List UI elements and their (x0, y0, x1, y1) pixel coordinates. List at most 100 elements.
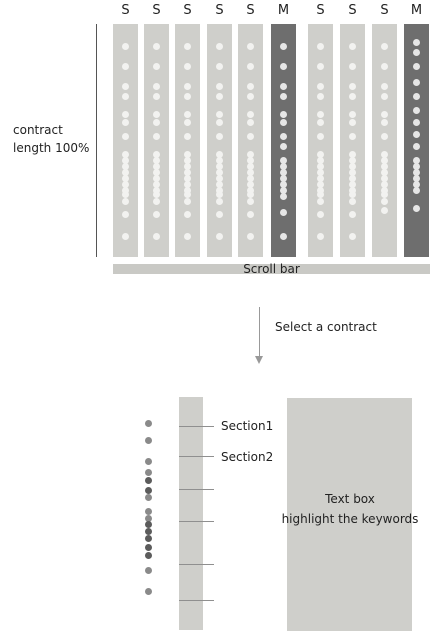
keyword-dot (280, 83, 287, 90)
contract-column[interactable] (175, 24, 200, 257)
keyword-dot (381, 111, 388, 118)
keyword-dot (381, 133, 388, 140)
keyword-dot (122, 133, 129, 140)
keyword-dot (216, 211, 223, 218)
keyword-dot (184, 43, 191, 50)
contract-column[interactable] (340, 24, 365, 257)
section-tick (179, 456, 214, 457)
keyword-dot (145, 508, 152, 515)
keyword-dot (413, 143, 420, 150)
contract-column[interactable] (238, 24, 263, 257)
column-label-s: S (207, 3, 232, 19)
contract-length-label: contract length 100% (13, 121, 93, 157)
contract-column[interactable] (308, 24, 333, 257)
keyword-dot (153, 93, 160, 100)
keyword-dot (280, 133, 287, 140)
keyword-dot (153, 111, 160, 118)
keyword-dot (317, 83, 324, 90)
keyword-dot (153, 63, 160, 70)
keyword-dot (381, 207, 388, 214)
keyword-dot (145, 469, 152, 476)
keyword-dot (349, 83, 356, 90)
section-bar[interactable] (179, 397, 203, 630)
keyword-dot (153, 211, 160, 218)
keyword-dot (216, 191, 223, 198)
section-label-1[interactable]: Section1 (221, 417, 273, 435)
keyword-dot (349, 119, 356, 126)
keyword-dot (122, 83, 129, 90)
master-contract-column[interactable] (271, 24, 296, 257)
section-tick (179, 564, 214, 565)
keyword-dot (145, 477, 152, 484)
keyword-dot (145, 458, 152, 465)
keyword-dot (145, 567, 152, 574)
keyword-dot (280, 233, 287, 240)
keyword-dot (184, 211, 191, 218)
section-tick (179, 426, 214, 427)
length-axis-line (96, 24, 97, 257)
keyword-dot (216, 119, 223, 126)
keyword-dot (145, 494, 152, 501)
contract-column[interactable] (372, 24, 397, 257)
contract-column[interactable] (207, 24, 232, 257)
keyword-dot (413, 79, 420, 86)
keyword-dot (122, 233, 129, 240)
keyword-dot (280, 209, 287, 216)
keyword-dot (381, 93, 388, 100)
keyword-dot (280, 193, 287, 200)
section-label-2[interactable]: Section2 (221, 448, 273, 466)
keyword-dot (145, 552, 152, 559)
keyword-dot (247, 233, 254, 240)
keyword-dot (413, 205, 420, 212)
keyword-dot (184, 93, 191, 100)
keyword-dot (184, 198, 191, 205)
section-tick (179, 489, 214, 490)
keyword-dot (317, 93, 324, 100)
keyword-dot (184, 63, 191, 70)
keyword-dot (216, 111, 223, 118)
keyword-dot (216, 233, 223, 240)
column-label-s: S (372, 3, 397, 19)
contract-column[interactable] (144, 24, 169, 257)
keyword-dot (317, 63, 324, 70)
select-contract-label: Select a contract (275, 318, 377, 336)
keyword-dot (247, 191, 254, 198)
keyword-dot (413, 39, 420, 46)
column-label-s: S (340, 3, 365, 19)
keyword-dot (145, 535, 152, 542)
keyword-dot (184, 133, 191, 140)
keyword-dot (280, 93, 287, 100)
keyword-dot (122, 63, 129, 70)
select-arrow-line (259, 307, 260, 357)
keyword-dot (349, 191, 356, 198)
keyword-dot (216, 43, 223, 50)
keyword-dot (145, 487, 152, 494)
keyword-dot (317, 211, 324, 218)
keyword-dot (247, 93, 254, 100)
column-label-s: S (175, 3, 200, 19)
keyword-dot (317, 43, 324, 50)
keyword-dot (381, 63, 388, 70)
keyword-dot (317, 233, 324, 240)
keyword-dot (349, 211, 356, 218)
arrow-down-icon (255, 356, 263, 364)
contract-column[interactable] (113, 24, 138, 257)
master-contract-column[interactable] (404, 24, 429, 257)
column-label-s: S (113, 3, 138, 19)
keyword-dot (122, 119, 129, 126)
keyword-dot (122, 43, 129, 50)
keyword-dot (247, 43, 254, 50)
keyword-dot (381, 83, 388, 90)
keyword-dot (247, 63, 254, 70)
keyword-dot (413, 49, 420, 56)
keyword-dot (216, 83, 223, 90)
section-tick (179, 521, 214, 522)
column-label-m: M (271, 3, 296, 19)
keyword-dot (349, 233, 356, 240)
keyword-dot (216, 63, 223, 70)
keyword-dot (184, 191, 191, 198)
keyword-dot (280, 43, 287, 50)
keyword-dot (153, 119, 160, 126)
keyword-dot (145, 544, 152, 551)
keyword-dot (153, 43, 160, 50)
